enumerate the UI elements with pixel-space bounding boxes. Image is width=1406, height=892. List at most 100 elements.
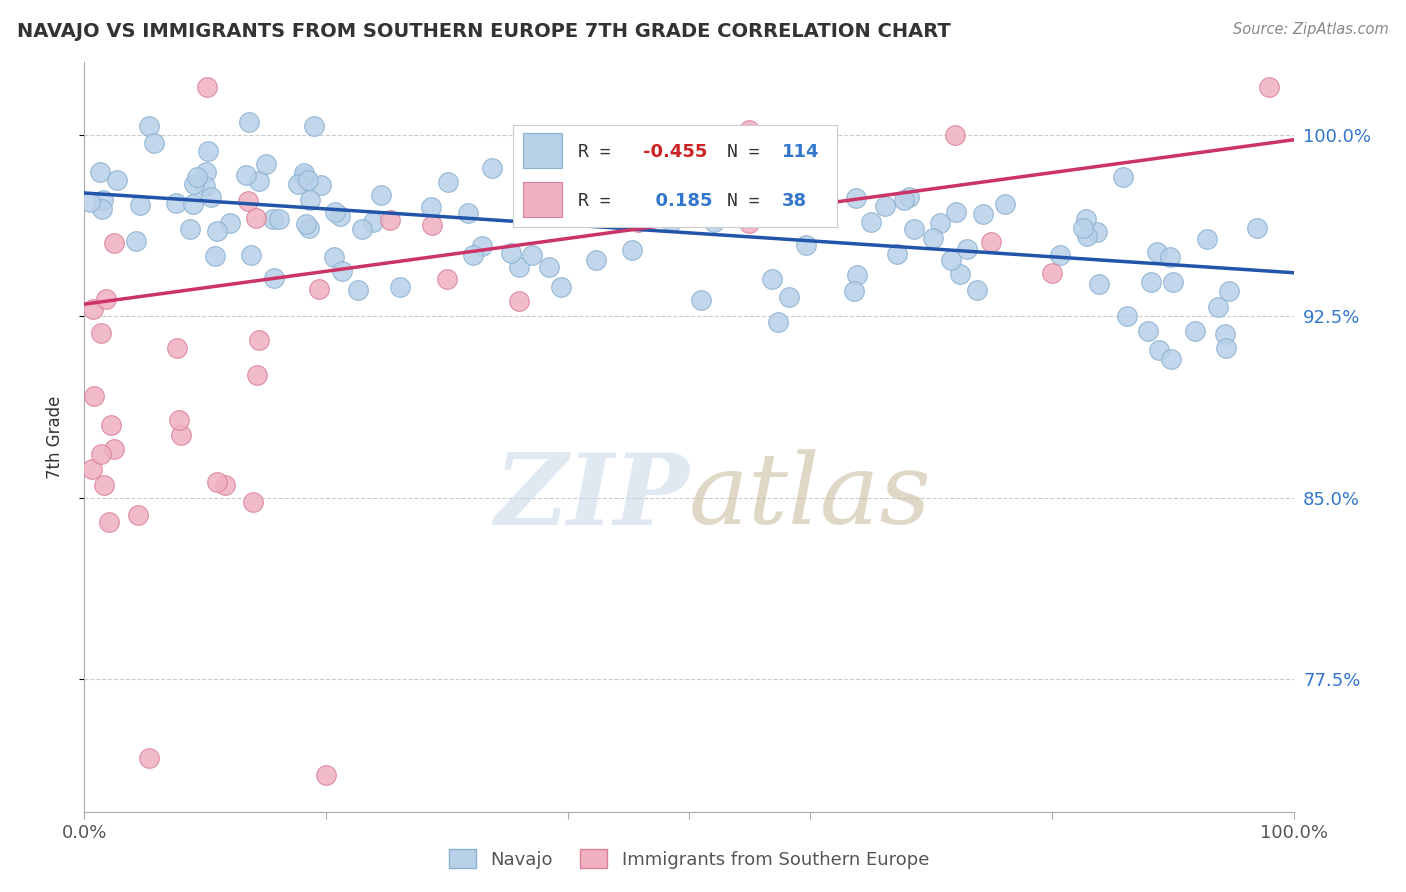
Point [591,205,613,219]
Point [240,248,263,262]
Point [928,216,950,230]
Point [842,285,865,299]
Point [292,166,315,180]
Point [761,272,783,286]
Point [205,224,228,238]
Point [522,248,544,262]
Point [389,279,412,293]
Point [794,238,817,252]
Point [994,197,1017,211]
Point [197,145,219,159]
Text: -0.455: -0.455 [643,143,707,161]
Point [263,271,285,285]
Point [287,177,309,191]
Point [436,271,458,285]
Point [461,248,484,262]
Point [309,178,332,193]
Point [966,283,988,297]
Point [90,447,112,461]
Point [378,213,401,227]
Point [886,247,908,261]
Point [702,215,724,229]
Point [235,168,257,182]
Point [1149,343,1171,357]
Point [105,173,128,187]
Point [302,119,325,133]
Point [83,389,105,403]
Point [204,250,226,264]
Point [183,197,205,211]
Text: NAVAJO VS IMMIGRANTS FROM SOUTHERN EUROPE 7TH GRADE CORRELATION CHART: NAVAJO VS IMMIGRANTS FROM SOUTHERN EUROP… [17,22,950,41]
Point [138,751,160,765]
Point [1246,220,1268,235]
Point [627,215,650,229]
Point [1040,267,1063,281]
Point [1049,248,1071,262]
Point [294,217,316,231]
Point [499,245,522,260]
Point [508,293,530,308]
Point [1087,277,1109,291]
Point [956,242,979,256]
Text: 38: 38 [782,192,807,210]
Point [875,198,897,212]
Point [738,216,761,230]
Point [1074,212,1097,227]
Point [980,235,1002,249]
Text: N =: N = [727,192,770,210]
Point [91,193,114,207]
Point [350,221,373,235]
Bar [523,182,562,218]
Point [308,282,330,296]
Point [254,157,277,171]
Point [297,172,319,186]
Point [361,215,384,229]
Point [127,508,149,522]
Point [82,461,104,475]
Point [79,195,101,210]
Point [664,198,686,212]
Point [1161,275,1184,289]
Text: R =: R = [578,143,621,161]
Point [1258,79,1281,94]
Point [298,221,321,235]
Point [94,292,117,306]
Point [169,413,191,427]
Point [100,417,122,432]
Point [330,264,353,278]
Point [194,179,217,194]
Point [550,279,572,293]
Text: R =: R = [578,192,621,210]
Text: Source: ZipAtlas.com: Source: ZipAtlas.com [1233,22,1389,37]
Text: 114: 114 [782,143,820,161]
Point [347,283,370,297]
Point [949,267,972,281]
Point [766,315,789,329]
Point [1116,309,1139,323]
Point [247,174,270,188]
Point [893,194,915,208]
Point [194,165,217,179]
Point [267,211,290,226]
Point [89,164,111,178]
Point [186,169,208,184]
Point [179,222,201,236]
Point [420,218,443,232]
Point [945,205,967,219]
Point [166,196,188,211]
Point [772,199,794,213]
Point [323,251,346,265]
Point [82,301,104,316]
Point [579,208,602,222]
Point [329,209,352,223]
Text: 0.185: 0.185 [643,192,711,210]
Point [939,253,962,268]
Point [1159,250,1181,264]
Point [1076,228,1098,243]
Y-axis label: 7th Grade: 7th Grade [45,395,63,479]
Point [93,478,115,492]
Point [585,252,607,267]
Point [200,190,222,204]
Point [1146,245,1168,260]
Point [738,122,761,136]
